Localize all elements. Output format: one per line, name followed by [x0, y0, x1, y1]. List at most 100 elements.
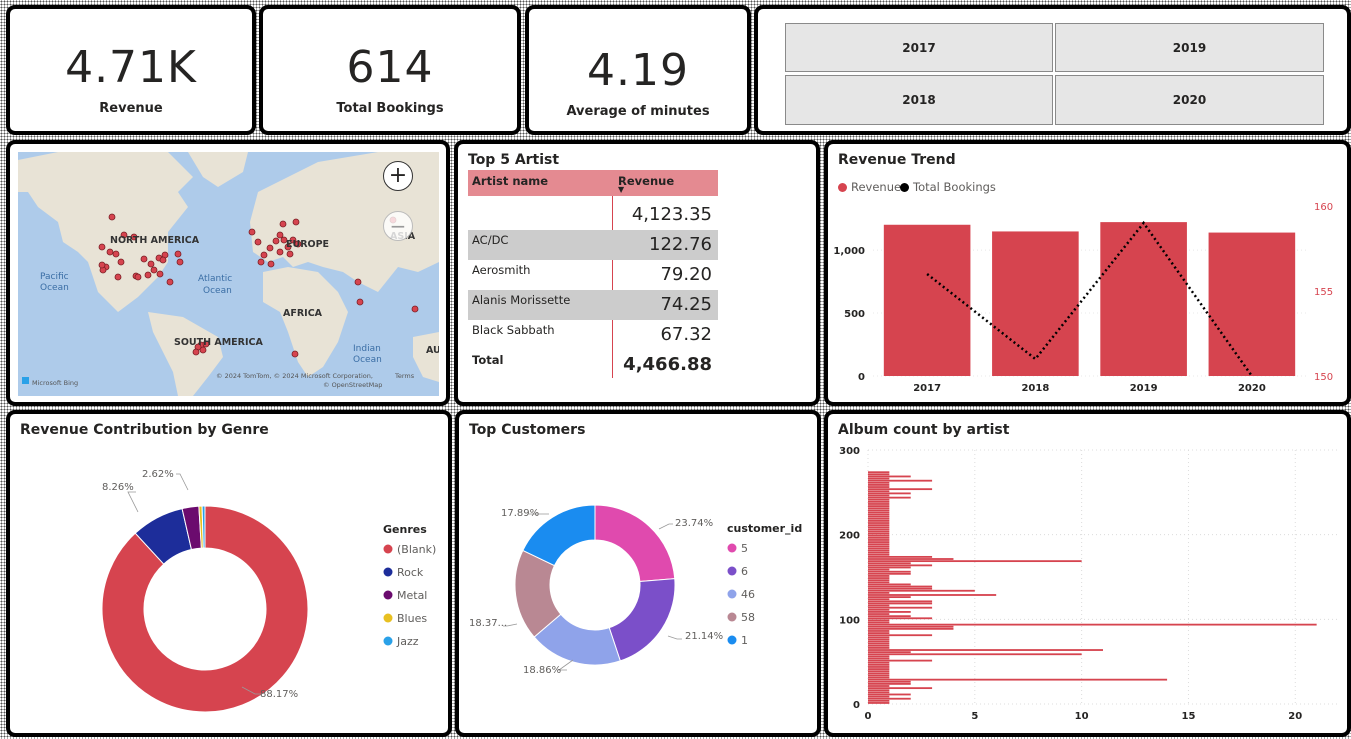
album-bar: [868, 507, 890, 510]
map-bing-logo: Microsoft Bing: [32, 379, 78, 387]
col-header-artist[interactable]: Artist name: [472, 174, 549, 188]
land-australia: [413, 332, 439, 382]
bing-icon: [22, 377, 29, 384]
legend-label: Blues: [397, 612, 427, 625]
data-label: 18.86%: [523, 665, 561, 676]
legend-dot-icon: [900, 182, 909, 192]
revenue-bar: [992, 231, 1079, 376]
album-bar: [868, 539, 890, 541]
album-bar: [868, 642, 890, 645]
data-label: 2.62%: [142, 469, 174, 480]
bookings-line: [926, 220, 1253, 377]
album-bar: [868, 543, 890, 546]
legend-dot-icon: [838, 182, 847, 192]
album-bar: [868, 604, 890, 607]
album-bar: [868, 697, 911, 700]
album-count-card: Album count by artist 0 5 10 15 20 0 100 200 300: [824, 410, 1351, 737]
album-bar: [868, 545, 890, 548]
album-bar: [868, 678, 1168, 681]
world-map[interactable]: NORTH AMERICA EUROPE ASIA AFRICA SOUTH A…: [18, 152, 439, 396]
map-label-africa: AFRICA: [283, 308, 323, 319]
top-artists-title: Top 5 Artist: [468, 152, 560, 168]
album-bar: [868, 676, 890, 679]
legend-dot-icon: [727, 566, 737, 576]
album-bar: [868, 524, 890, 527]
album-bar: [868, 530, 890, 533]
album-bar: [868, 562, 911, 565]
land-south-america: [148, 312, 223, 396]
map-zoom-in-button[interactable]: +: [383, 161, 413, 191]
data-label: 17.89%: [501, 508, 539, 519]
album-bar: [868, 509, 890, 512]
y-tick-label: 500: [844, 309, 865, 320]
artist-name: Aerosmith: [472, 263, 531, 277]
donut-slice: [522, 504, 596, 567]
album-bar: [868, 587, 933, 590]
album-bar: [868, 577, 890, 579]
x-tick-label: 2019: [1130, 383, 1158, 394]
kpi-card-bookings: 614 Total Bookings: [259, 5, 521, 135]
y2-tick-label: 150: [1314, 372, 1333, 383]
album-bar: [868, 608, 890, 611]
table-row[interactable]: Alanis Morissette 74.25: [468, 290, 718, 320]
legend-label: 46: [741, 588, 755, 601]
album-bar: [868, 689, 890, 692]
album-bar: [868, 636, 890, 639]
kpi-bookings-label: Total Bookings: [336, 101, 444, 116]
y-tick-label: 300: [839, 446, 860, 457]
y2-tick-label: 155: [1314, 287, 1333, 298]
album-bar: [868, 564, 933, 567]
album-bar: [868, 659, 933, 662]
map-label-south-america: SOUTH AMERICA: [174, 337, 263, 348]
album-bar: [868, 617, 933, 620]
album-bar: [868, 522, 890, 524]
album-bar: [868, 630, 890, 632]
album-bar: [868, 651, 911, 654]
data-label-leader: [241, 686, 262, 695]
map-terms[interactable]: Terms: [394, 372, 415, 380]
album-bar: [868, 606, 933, 609]
sort-desc-icon: ▼: [618, 185, 625, 194]
album-bar: [868, 649, 1103, 651]
map-label-pacific-ocean: Ocean: [40, 283, 69, 293]
x-tick-label: 2020: [1238, 383, 1266, 394]
album-bar: [868, 680, 911, 683]
donut-slice: [101, 505, 309, 713]
year-button-2017[interactable]: 2017: [785, 23, 1053, 72]
year-button-2019[interactable]: 2019: [1055, 23, 1324, 72]
album-bar: [868, 685, 890, 687]
year-button-2020[interactable]: 2020: [1055, 75, 1324, 125]
data-label: 88.17%: [260, 689, 298, 700]
album-bar: [868, 699, 890, 702]
kpi-minutes-label: Average of minutes: [566, 104, 710, 119]
album-bar: [868, 583, 911, 586]
genre-donut-chart: 88.17% 8.26% 2.62% Genres (Blank) Rock Metal Bl…: [101, 469, 436, 713]
legend-bookings[interactable]: Total Bookings: [900, 180, 996, 194]
album-bar: [868, 477, 890, 480]
data-label: 8.26%: [102, 482, 134, 493]
legend-label: Metal: [397, 589, 427, 602]
revenue-trend-card: Revenue Trend Revenue Total Bookings 0 50…: [824, 140, 1351, 406]
donut-slice: [608, 578, 676, 662]
table-row[interactable]: Black Sabbath 67.32: [468, 320, 718, 350]
col-header-revenue[interactable]: Revenue: [618, 174, 675, 188]
top-artists-table-card: Top 5 Artist Artist name Revenue ▼ 4,123…: [454, 140, 820, 406]
map-zoom-out-button[interactable]: −: [383, 211, 413, 241]
legend-revenue[interactable]: Revenue: [838, 180, 901, 194]
album-bar: [868, 494, 890, 497]
album-bar: [868, 515, 890, 518]
year-button-2018[interactable]: 2018: [785, 75, 1053, 125]
map-label-indian-ocean: Ocean: [353, 355, 382, 365]
album-bar: [868, 481, 890, 484]
album-bar: [868, 498, 890, 501]
album-bar: [868, 615, 911, 618]
table-row[interactable]: 4,123.35: [468, 200, 718, 230]
table-row[interactable]: Aerosmith 79.20: [468, 260, 718, 290]
album-bar: [868, 475, 911, 478]
legend-dot-icon: [383, 590, 393, 600]
album-bar: [868, 532, 890, 535]
table-row[interactable]: AC/DC 122.76: [468, 230, 718, 260]
map-copyright: © 2024 TomTom, © 2024 Microsoft Corporat…: [216, 372, 373, 380]
revenue-bar: [883, 224, 971, 376]
